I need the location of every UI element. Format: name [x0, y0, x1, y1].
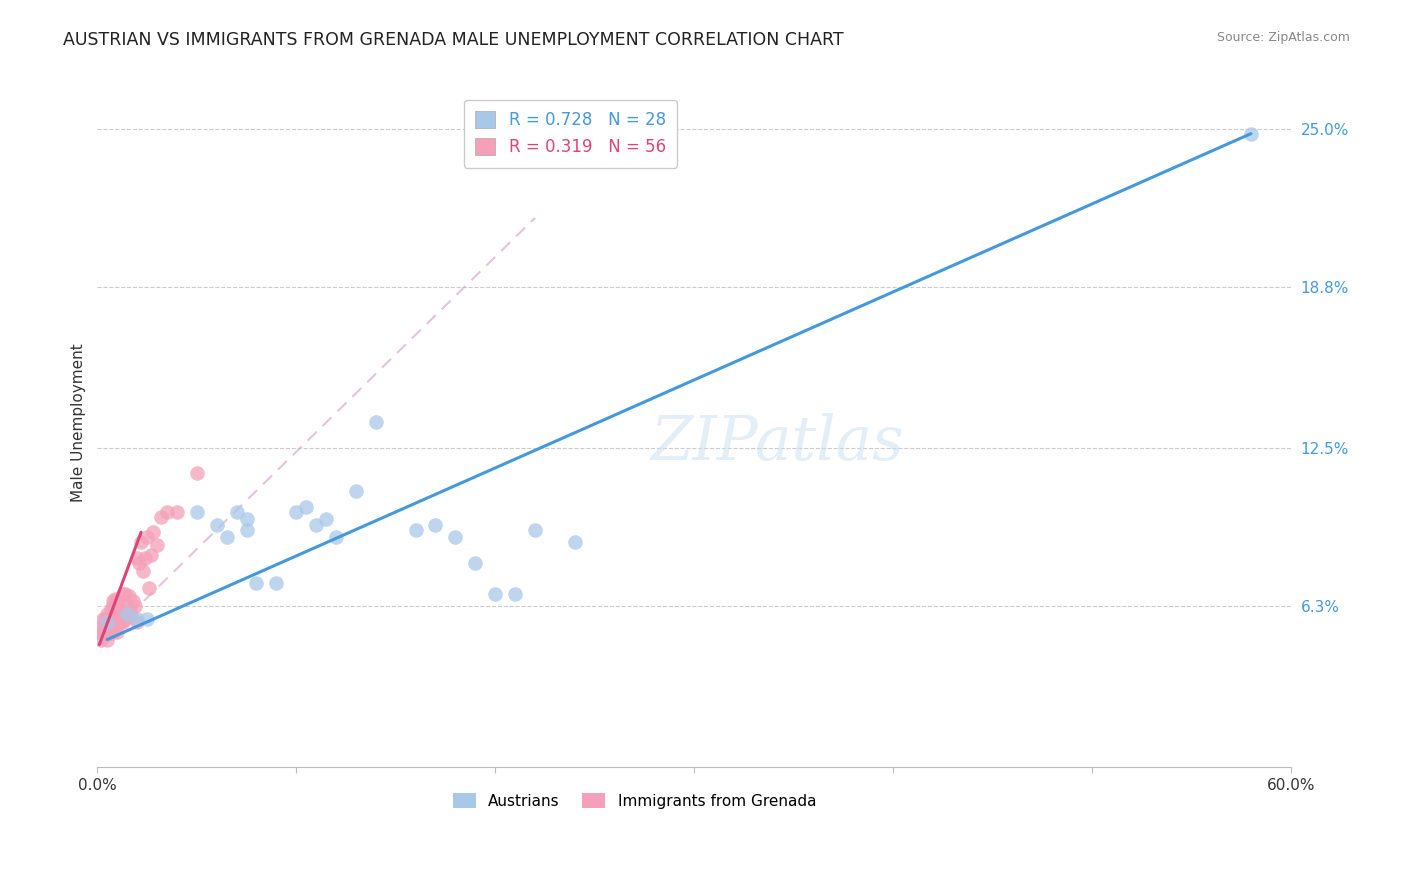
Point — [139, 548, 162, 562]
Point — [215, 530, 238, 544]
Point — [110, 602, 132, 616]
Point — [364, 415, 387, 429]
Point — [104, 591, 127, 606]
Point — [235, 512, 257, 526]
Point — [90, 620, 112, 634]
Point — [344, 484, 367, 499]
Point — [503, 586, 526, 600]
Point — [127, 550, 149, 565]
Point — [325, 530, 347, 544]
Point — [235, 523, 257, 537]
Point — [156, 505, 179, 519]
Point — [96, 620, 118, 634]
Point — [98, 612, 121, 626]
Point — [96, 632, 118, 647]
Point — [91, 627, 114, 641]
Point — [105, 594, 128, 608]
Text: ZIPatlas: ZIPatlas — [651, 413, 904, 473]
Point — [112, 615, 135, 629]
Point — [103, 615, 125, 629]
Point — [120, 607, 142, 621]
Point — [105, 607, 128, 621]
Point — [128, 556, 150, 570]
Y-axis label: Male Unemployment: Male Unemployment — [72, 343, 86, 501]
Point — [100, 602, 122, 616]
Point — [114, 612, 136, 626]
Point — [523, 523, 546, 537]
Point — [122, 594, 145, 608]
Point — [91, 612, 114, 626]
Point — [1240, 127, 1263, 141]
Point — [166, 505, 188, 519]
Point — [94, 624, 117, 639]
Point — [150, 509, 173, 524]
Point — [124, 599, 146, 614]
Point — [138, 582, 160, 596]
Point — [425, 517, 447, 532]
Point — [103, 624, 125, 639]
Point — [295, 500, 318, 514]
Text: AUSTRIAN VS IMMIGRANTS FROM GRENADA MALE UNEMPLOYMENT CORRELATION CHART: AUSTRIAN VS IMMIGRANTS FROM GRENADA MALE… — [63, 31, 844, 49]
Point — [114, 586, 136, 600]
Point — [225, 505, 247, 519]
Point — [132, 564, 155, 578]
Point — [464, 556, 486, 570]
Point — [118, 589, 141, 603]
Point — [103, 599, 125, 614]
Point — [105, 624, 128, 639]
Point — [315, 512, 337, 526]
Point — [108, 615, 131, 629]
Point — [136, 530, 159, 544]
Point — [186, 505, 208, 519]
Point — [98, 627, 121, 641]
Point — [186, 467, 208, 481]
Point — [89, 624, 111, 639]
Point — [115, 599, 138, 614]
Point — [129, 535, 152, 549]
Point — [104, 620, 127, 634]
Text: Source: ZipAtlas.com: Source: ZipAtlas.com — [1216, 31, 1350, 45]
Point — [100, 620, 122, 634]
Point — [245, 576, 267, 591]
Point — [127, 615, 149, 629]
Point — [96, 615, 118, 629]
Point — [305, 517, 328, 532]
Point — [103, 594, 125, 608]
Point — [285, 505, 308, 519]
Point — [564, 535, 586, 549]
Point — [110, 615, 132, 629]
Point — [484, 586, 506, 600]
Point — [405, 523, 427, 537]
Point — [142, 525, 165, 540]
Point — [105, 615, 128, 629]
Legend: Austrians, Immigrants from Grenada: Austrians, Immigrants from Grenada — [447, 787, 823, 814]
Point — [103, 607, 125, 621]
Point — [136, 612, 159, 626]
Point — [100, 612, 122, 626]
Point — [134, 550, 156, 565]
Point — [205, 517, 228, 532]
Point — [146, 538, 169, 552]
Point — [127, 612, 149, 626]
Point — [94, 612, 117, 626]
Point — [90, 632, 112, 647]
Point — [104, 612, 127, 626]
Point — [108, 602, 131, 616]
Point — [112, 586, 135, 600]
Point — [96, 607, 118, 621]
Point — [104, 602, 127, 616]
Point — [115, 607, 138, 621]
Point — [444, 530, 467, 544]
Point — [266, 576, 288, 591]
